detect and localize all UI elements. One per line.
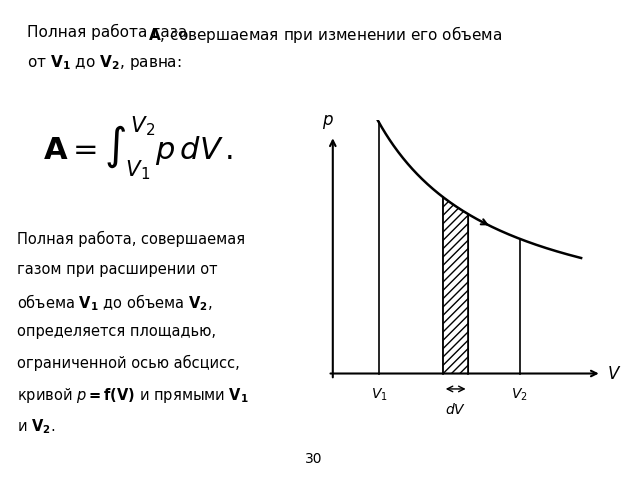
Text: определяется площадью,: определяется площадью,: [17, 324, 216, 339]
Text: кривой $\mathit{p}\mathbf{=f(V)}$ и прямыми $\mathbf{V_1}$: кривой $\mathit{p}\mathbf{=f(V)}$ и прям…: [17, 386, 248, 406]
Text: газом при расширении от: газом при расширении от: [17, 262, 217, 276]
Text: $\mathbf{A} = \int_{V_1}^{V_2} p\,dV\,.$: $\mathbf{A} = \int_{V_1}^{V_2} p\,dV\,.$: [44, 115, 234, 183]
Text: от $\mathbf{V_1}$ до $\mathbf{V_2}$, равна:: от $\mathbf{V_1}$ до $\mathbf{V_2}$, рав…: [27, 53, 181, 72]
Text: $p$: $p$: [322, 113, 333, 131]
Text: $V_2$: $V_2$: [511, 387, 528, 403]
Text: объема $\mathbf{V_1}$ до объема $\mathbf{V_2}$,: объема $\mathbf{V_1}$ до объема $\mathbf…: [17, 293, 212, 313]
Text: ограниченной осью абсцисс,: ограниченной осью абсцисс,: [17, 355, 239, 372]
Text: и $\mathbf{V_2}$.: и $\mathbf{V_2}$.: [17, 418, 55, 436]
Text: $\mathbf{A}$, совершаемая при изменении его объема: $\mathbf{A}$, совершаемая при изменении …: [27, 24, 502, 45]
Text: 30: 30: [305, 452, 323, 466]
Text: Полная работа газа: Полная работа газа: [27, 24, 192, 40]
Text: $dV$: $dV$: [445, 402, 466, 417]
Text: $V_1$: $V_1$: [371, 387, 387, 403]
Text: $V$: $V$: [607, 364, 621, 383]
Text: Полная работа, совершаемая: Полная работа, совершаемая: [17, 230, 244, 247]
